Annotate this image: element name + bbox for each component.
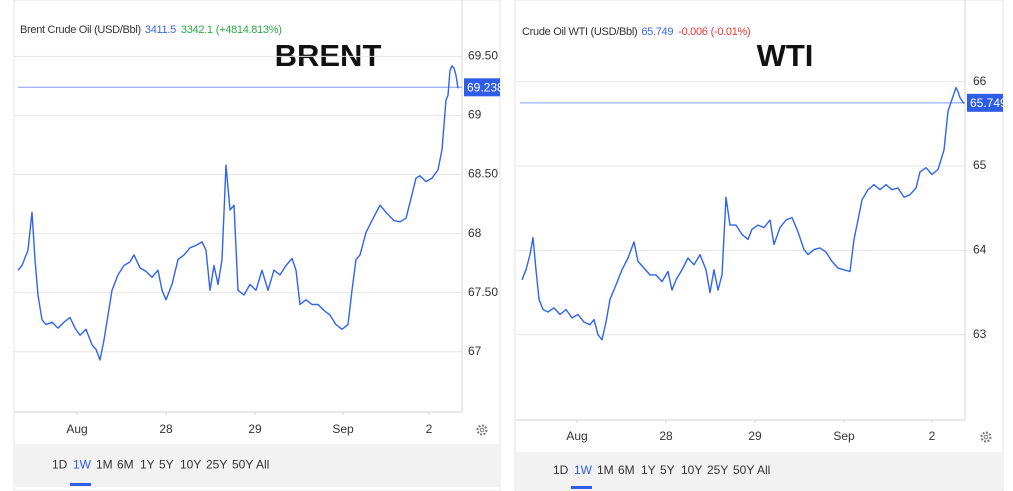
range-button[interactable]: 1D <box>52 458 68 472</box>
chart-title: WTI <box>757 38 814 73</box>
range-button[interactable]: 1M <box>96 458 113 472</box>
price-label-bg <box>967 93 1003 112</box>
price: 3411.5 <box>145 24 176 36</box>
x-tick-label: Sep <box>332 422 354 436</box>
chart-title: BRENT <box>275 38 382 73</box>
price-label: 69.238 <box>467 80 504 94</box>
y-tick-label: 69 <box>468 108 482 122</box>
gear-hole <box>479 427 485 433</box>
x-tick-label: Aug <box>66 422 87 436</box>
range-button[interactable]: All <box>757 463 770 477</box>
change: -0.006 <box>678 26 708 38</box>
range-button[interactable]: 1W <box>574 463 593 477</box>
panel-border <box>514 0 1004 491</box>
range-bar <box>516 452 1002 490</box>
price: 65.749 <box>641 26 673 38</box>
chart-header: Crude Oil WTI (USD/Bbl) 65.749 -0.006 (-0.0… <box>522 26 750 38</box>
price-line-series <box>521 86 965 341</box>
y-tick-label: 63 <box>973 327 987 341</box>
x-tick-label: Aug <box>566 429 587 443</box>
range-button[interactable]: 1M <box>597 463 614 477</box>
x-tick-label: 29 <box>248 422 262 436</box>
x-tick-label: 2 <box>929 429 936 443</box>
y-tick-label: 67 <box>468 344 482 358</box>
range-selected-underline <box>70 483 91 486</box>
range-button[interactable]: 50Y <box>232 458 253 472</box>
price-label: 65.749 <box>970 96 1007 110</box>
range-button[interactable]: 5Y <box>660 463 675 477</box>
chart-header: Brent Crude Oil (USD/Bbl) 3411.5 3342.1 (+4… <box>20 24 282 36</box>
range-button[interactable]: 6M <box>117 458 134 472</box>
y-tick-label: 68.50 <box>468 167 498 181</box>
range-selected-underline <box>571 486 592 489</box>
y-tick-label: 65 <box>973 158 987 172</box>
y-tick-label: 68 <box>468 226 482 240</box>
settings-icon[interactable] <box>476 424 488 436</box>
gear-hole <box>983 434 989 440</box>
y-tick-label: 67.50 <box>468 285 498 299</box>
range-button[interactable]: 1W <box>73 458 92 472</box>
change-pct: (-0.01%) <box>711 26 751 38</box>
range-button[interactable]: 25Y <box>707 463 728 477</box>
y-tick-label: 66 <box>973 74 987 88</box>
x-tick-label: 28 <box>659 429 673 443</box>
x-tick-label: 29 <box>748 429 762 443</box>
range-button[interactable]: 50Y <box>733 463 754 477</box>
range-button[interactable]: 25Y <box>206 458 227 472</box>
x-tick-label: 2 <box>426 422 433 436</box>
gear-ring <box>980 431 992 443</box>
range-button[interactable]: 10Y <box>681 463 702 477</box>
price-line-series <box>17 65 459 361</box>
range-button[interactable]: 1Y <box>140 458 155 472</box>
range-button[interactable]: 10Y <box>180 458 201 472</box>
change-pct: (+4814.813%) <box>216 24 282 36</box>
instrument-name: Crude Oil WTI (USD/Bbl) <box>522 26 637 38</box>
range-button[interactable]: 5Y <box>159 458 174 472</box>
range-button[interactable]: All <box>256 458 269 472</box>
instrument-name: Brent Crude Oil (USD/Bbl) <box>20 24 141 36</box>
change: 3342.1 <box>181 24 213 36</box>
y-tick-label: 69.50 <box>468 49 498 63</box>
x-tick-label: Sep <box>833 429 855 443</box>
y-tick-label: 64 <box>973 243 987 257</box>
panel-border <box>13 0 501 491</box>
x-tick-label: 28 <box>159 422 173 436</box>
settings-icon[interactable] <box>980 431 992 443</box>
range-button[interactable]: 1Y <box>641 463 656 477</box>
range-button[interactable]: 6M <box>618 463 635 477</box>
price-label-bg <box>464 78 500 97</box>
range-bar <box>15 444 499 487</box>
range-button[interactable]: 1D <box>553 463 569 477</box>
gear-ring <box>476 424 488 436</box>
